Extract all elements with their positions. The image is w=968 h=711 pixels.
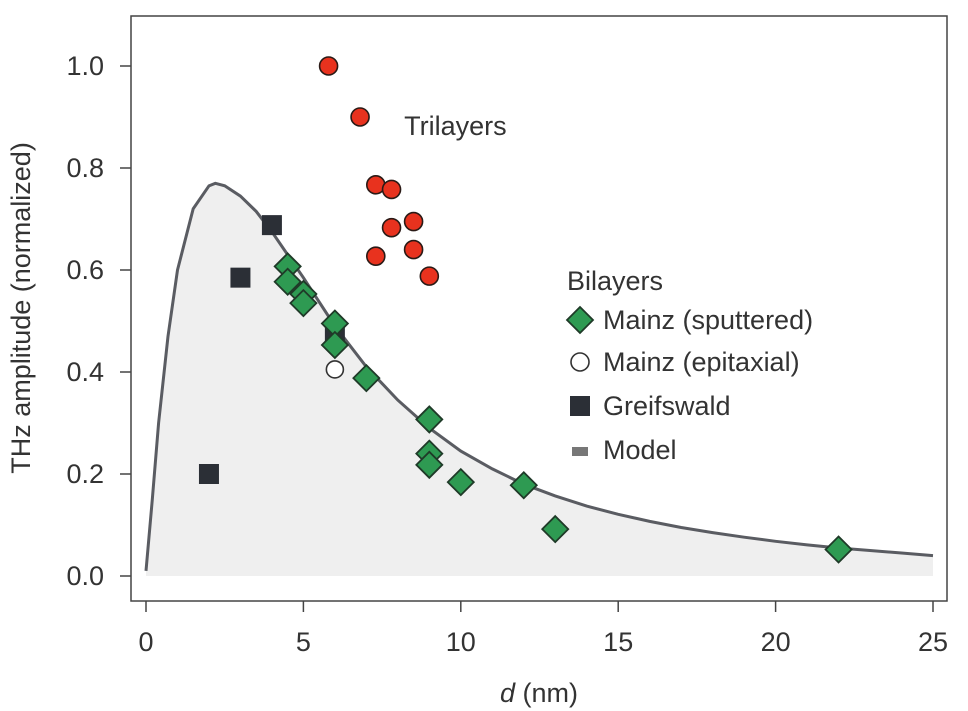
legend-label-greifswald: Greifswald — [603, 391, 731, 421]
legend-label-model: Model — [603, 435, 677, 465]
annotation-trilayers: Trilayers — [404, 111, 507, 141]
plot-area — [130, 15, 948, 602]
x-axis-title: d (nm) — [500, 678, 578, 708]
x-tick-label: 0 — [138, 627, 153, 657]
y-tick-label: 0.4 — [66, 357, 104, 387]
trilayer-point — [403, 211, 424, 232]
legend-label-sputtered: Mainz (sputtered) — [603, 305, 813, 335]
x-tick-label: 10 — [446, 627, 476, 657]
epitaxial-point — [325, 360, 345, 379]
x-tick-label: 5 — [296, 627, 311, 657]
sputtered-point — [415, 405, 444, 434]
legend-marker-diamond — [565, 305, 595, 335]
trilayer-point — [419, 266, 440, 286]
trilayer-point — [381, 179, 402, 200]
sputtered-point — [320, 330, 350, 360]
legend-title: Bilayers — [567, 266, 663, 296]
trilayer-point — [381, 217, 402, 238]
x-tick-label: 25 — [918, 627, 948, 657]
trilayer-point — [403, 239, 424, 260]
trilayer-point — [366, 246, 386, 267]
y-tick-label: 0.6 — [66, 255, 104, 285]
y-axis-title: THz amplitude (normalized) — [6, 142, 36, 474]
x-axis-title-unit: (nm) — [515, 678, 578, 708]
x-axis-title-variable: d — [500, 678, 516, 708]
legend-marker-open-circle — [570, 352, 590, 372]
greifswald-point — [261, 215, 282, 236]
legend-marker-square — [570, 396, 590, 416]
sputtered-point — [289, 288, 318, 318]
x-tick-label: 20 — [761, 627, 791, 657]
y-axis: 0.0 0.2 0.4 0.6 0.8 1.0 — [66, 51, 131, 591]
y-tick-label: 1.0 — [66, 51, 104, 81]
plot-frame — [130, 15, 948, 602]
sputtered-point — [509, 470, 539, 500]
sputtered-point — [446, 467, 476, 497]
sputtered-point — [824, 535, 853, 564]
legend: Bilayers Mainz (sputtered) Mainz (epitax… — [565, 266, 813, 465]
legend-entry-greifswald: Greifswald — [570, 391, 731, 421]
model-fill — [146, 183, 933, 577]
sputtered-point — [415, 450, 444, 480]
trilayer-point — [318, 56, 339, 76]
trilayer-point — [350, 107, 370, 127]
sputtered-point — [273, 267, 302, 297]
legend-marker-model — [572, 447, 588, 456]
legend-entry-model: Model — [572, 435, 677, 465]
y-tick-label: 0.0 — [66, 561, 104, 591]
greifswald-point — [198, 464, 219, 484]
x-axis: 0 5 10 15 20 25 — [138, 601, 948, 657]
data-points — [198, 56, 853, 564]
x-tick-label: 15 — [603, 627, 633, 657]
sputtered-point — [540, 514, 570, 544]
greifswald-point — [230, 267, 251, 288]
y-tick-label: 0.2 — [66, 459, 104, 489]
legend-entry-epitaxial: Mainz (epitaxial) — [570, 347, 800, 377]
y-tick-label: 0.8 — [66, 153, 104, 183]
legend-label-epitaxial: Mainz (epitaxial) — [603, 347, 800, 377]
sputtered-point — [352, 363, 381, 393]
legend-entry-sputtered: Mainz (sputtered) — [565, 305, 813, 335]
